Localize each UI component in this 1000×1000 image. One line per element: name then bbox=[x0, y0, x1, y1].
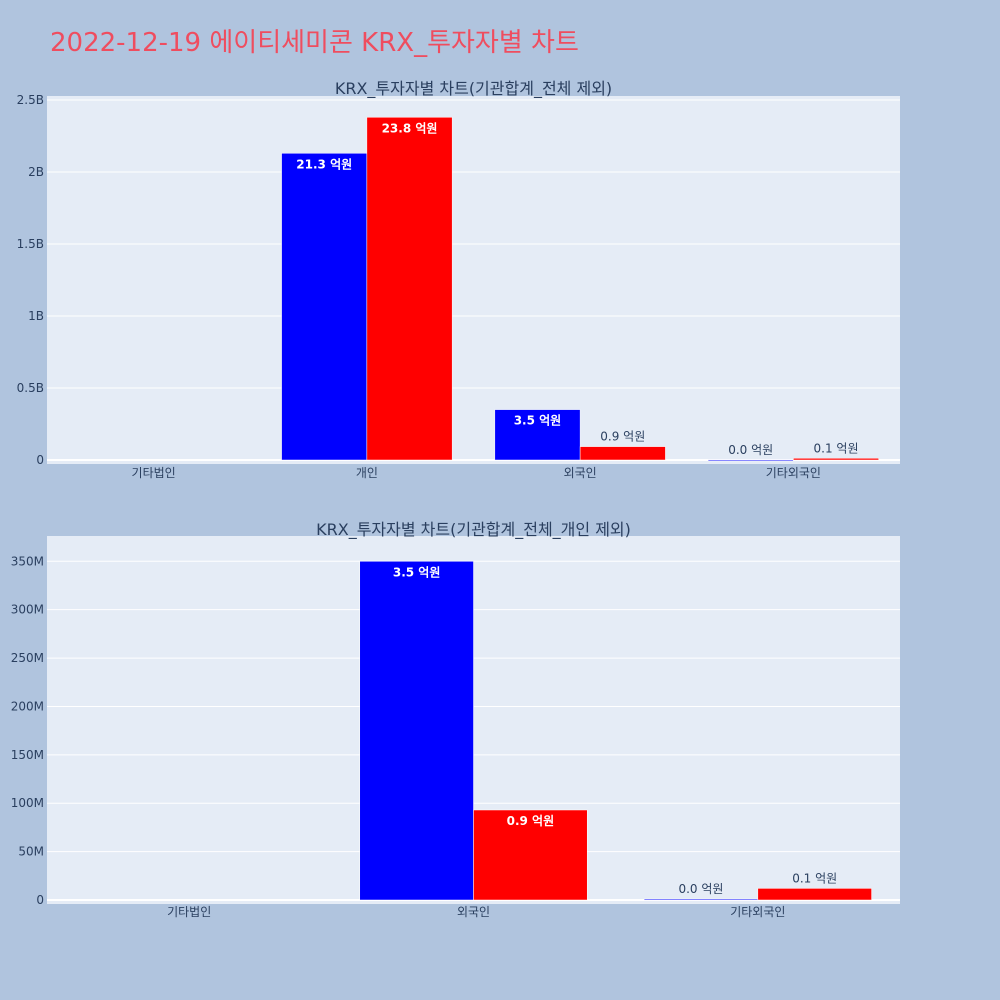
data-label: 3.5 억원 bbox=[514, 414, 562, 428]
y-tick-label: 250M bbox=[11, 651, 44, 665]
y-tick-label: 0.5B bbox=[17, 381, 44, 395]
bar bbox=[359, 561, 474, 901]
bar bbox=[494, 409, 581, 461]
bar bbox=[366, 117, 453, 461]
x-tick-label: 외국인 bbox=[457, 905, 490, 919]
y-tick-label: 300M bbox=[11, 603, 44, 617]
bar bbox=[707, 459, 794, 462]
y-tick-label: 2B bbox=[28, 165, 44, 179]
bar bbox=[757, 888, 872, 901]
plot-area bbox=[47, 96, 900, 464]
x-tick-label: 개인 bbox=[356, 466, 378, 480]
y-tick-label: 100M bbox=[11, 796, 44, 810]
y-tick-label: 50M bbox=[18, 845, 44, 859]
chart-1: 0 0.5B 1B 1.5B 2B 2.5B KRX_투자자별 차트(기관합계_전체 제외)… bbox=[17, 79, 900, 480]
bar bbox=[793, 458, 879, 461]
y-tick-label: 0 bbox=[36, 453, 44, 467]
data-label: 0.9 억원 bbox=[600, 430, 645, 444]
x-tick-label: 외국인 bbox=[564, 466, 597, 480]
page-title: 2022-12-19 에이티세미콘 KRX_투자자별 차트 bbox=[50, 28, 579, 58]
y-tick-label: 2.5B bbox=[17, 93, 44, 107]
bar bbox=[643, 898, 759, 901]
x-tick-label: 기타외국인 bbox=[766, 466, 821, 480]
bar bbox=[579, 446, 666, 461]
bar bbox=[473, 809, 588, 901]
x-tick-label: 기타외국인 bbox=[730, 905, 785, 919]
bar bbox=[281, 153, 368, 461]
y-tick-label: 1.5B bbox=[17, 237, 44, 251]
data-label: 0.1 억원 bbox=[792, 871, 837, 885]
x-tick-label: 기타법인 bbox=[132, 466, 176, 480]
chart-title: KRX_투자자별 차트(기관합계_전체_개인 제외) bbox=[316, 520, 631, 540]
y-tick-label: 0 bbox=[36, 893, 44, 907]
data-label: 0.0 억원 bbox=[678, 882, 723, 896]
y-tick-label: 150M bbox=[11, 748, 44, 762]
x-tick-label: 기타법인 bbox=[167, 905, 211, 919]
y-tick-label: 1B bbox=[28, 309, 44, 323]
y-tick-label: 200M bbox=[11, 699, 44, 713]
chart-title: KRX_투자자별 차트(기관합계_전체 제외) bbox=[335, 79, 612, 99]
plot-area bbox=[47, 536, 900, 904]
data-label: 0.9 억원 bbox=[507, 814, 555, 828]
data-label: 21.3 억원 bbox=[296, 157, 352, 171]
y-tick-label: 350M bbox=[11, 554, 44, 568]
data-label: 3.5 억원 bbox=[393, 565, 441, 579]
data-label: 23.8 억원 bbox=[382, 121, 438, 135]
data-label: 0.1 억원 bbox=[814, 441, 859, 455]
data-label: 0.0 억원 bbox=[728, 443, 773, 457]
